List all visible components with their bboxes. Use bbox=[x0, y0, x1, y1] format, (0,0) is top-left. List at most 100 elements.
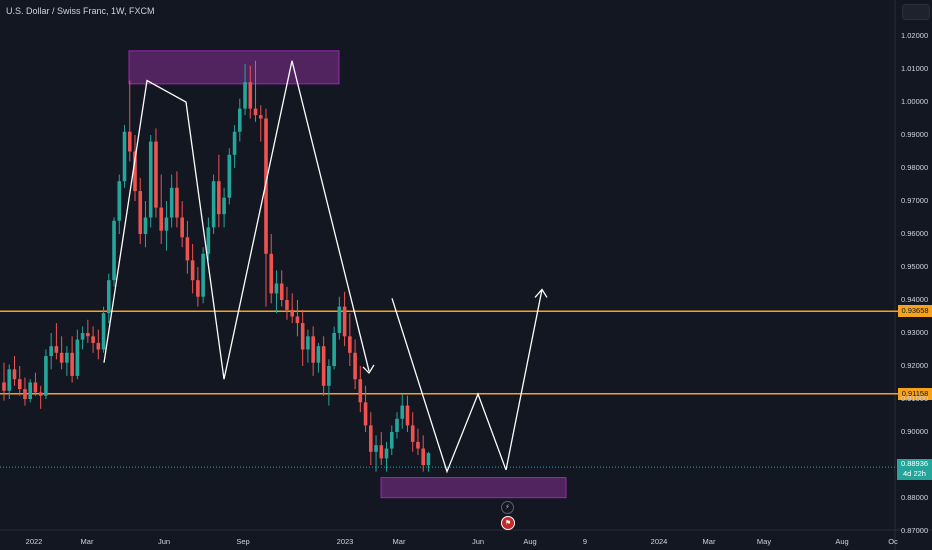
candle-body bbox=[112, 220, 116, 281]
zone-rect bbox=[128, 50, 340, 85]
countdown-timer: 4d 22h bbox=[903, 469, 926, 478]
candle-body bbox=[154, 141, 158, 208]
projection-arrowhead bbox=[534, 288, 548, 298]
candle-body bbox=[17, 379, 22, 390]
candle-body bbox=[222, 197, 226, 215]
candle-body bbox=[342, 306, 347, 337]
candle-body bbox=[117, 181, 122, 221]
candle-body bbox=[12, 369, 17, 380]
candle-body bbox=[143, 217, 148, 234]
candle-body bbox=[353, 352, 357, 380]
flag-icon[interactable]: ⚑ bbox=[501, 516, 515, 530]
candle-body bbox=[44, 356, 48, 396]
candle-body bbox=[91, 336, 95, 343]
candle-body bbox=[164, 217, 169, 231]
candle-body bbox=[54, 346, 59, 353]
price-tick-label: 0.88000 bbox=[901, 493, 929, 502]
candle-body bbox=[258, 115, 263, 119]
candle-body bbox=[253, 108, 258, 116]
candle-body bbox=[138, 191, 143, 234]
candle-body bbox=[148, 141, 153, 218]
price-tick-label: 0.97000 bbox=[901, 196, 929, 205]
last-price-label: 0.88936 4d 22h bbox=[897, 459, 932, 480]
price-tick-label: 0.95000 bbox=[901, 262, 929, 271]
price-tick-label: 0.96000 bbox=[901, 229, 929, 238]
price-tick-label: 0.94000 bbox=[901, 295, 929, 304]
lightning-icon[interactable]: ⚡ bbox=[501, 501, 514, 514]
price-tick-label: 0.93000 bbox=[901, 328, 929, 337]
time-tick-label: Oc bbox=[888, 537, 898, 546]
candle-body bbox=[395, 418, 399, 432]
symbol-title[interactable]: U.S. Dollar / Swiss Franc, 1W, FXCM bbox=[6, 6, 155, 16]
candle-body bbox=[127, 131, 132, 152]
candle-body bbox=[300, 323, 305, 350]
candle-body bbox=[180, 217, 184, 238]
candle-body bbox=[426, 453, 431, 465]
pattern-arrowhead bbox=[362, 364, 375, 374]
candle-body bbox=[410, 425, 415, 442]
candle-body bbox=[107, 280, 111, 314]
candle-body bbox=[295, 316, 300, 324]
price-tick-label: 1.01000 bbox=[901, 64, 929, 73]
candle-body bbox=[101, 313, 106, 350]
candle-body bbox=[248, 82, 253, 109]
time-tick-label: Sep bbox=[236, 537, 250, 546]
price-tick-label: 0.99000 bbox=[901, 130, 929, 139]
time-tick-label: Aug bbox=[523, 537, 537, 546]
price-tick-label: 1.00000 bbox=[901, 97, 929, 106]
candle-body bbox=[49, 346, 53, 357]
candle-body bbox=[274, 283, 279, 294]
candle-body bbox=[7, 369, 12, 391]
candle-body bbox=[159, 207, 163, 231]
candle-body bbox=[96, 342, 101, 350]
candle-body bbox=[337, 306, 342, 333]
candle-body bbox=[2, 382, 6, 391]
plot-area bbox=[0, 0, 895, 530]
candle-body bbox=[405, 405, 410, 426]
price-tick-label: 0.87000 bbox=[901, 526, 929, 535]
candle-body bbox=[201, 253, 205, 297]
time-tick-label: 9 bbox=[582, 537, 588, 546]
pattern-line-left bbox=[103, 60, 370, 380]
candle-body bbox=[80, 333, 85, 340]
candle-body bbox=[358, 379, 363, 403]
candle-body bbox=[211, 181, 216, 228]
level-label: 0.93658 bbox=[898, 305, 932, 318]
time-tick-label: Mar bbox=[80, 537, 94, 546]
candle-body bbox=[190, 260, 195, 281]
candle-body bbox=[122, 131, 127, 182]
candle-body bbox=[327, 366, 331, 386]
candle-body bbox=[206, 227, 211, 254]
candle-body bbox=[28, 382, 32, 399]
candle-body bbox=[59, 352, 64, 363]
candle-body bbox=[196, 280, 200, 297]
candle-body bbox=[416, 441, 420, 449]
candle-body bbox=[133, 151, 137, 192]
candle-body bbox=[332, 333, 336, 366]
candle-body bbox=[264, 118, 268, 254]
candle-body bbox=[217, 181, 221, 215]
candle-body bbox=[285, 300, 289, 310]
projection-arrow bbox=[505, 289, 543, 471]
pattern-line-right bbox=[391, 298, 507, 474]
scale-menu-button[interactable] bbox=[902, 4, 930, 20]
candle-body bbox=[369, 425, 373, 452]
candle-body bbox=[348, 336, 352, 353]
candle-body bbox=[33, 382, 38, 393]
candle-body bbox=[238, 108, 242, 132]
candle-body bbox=[23, 389, 27, 399]
price-tick-label: 0.98000 bbox=[901, 163, 929, 172]
time-tick-label: Mar bbox=[702, 537, 716, 546]
candle-body bbox=[75, 339, 80, 376]
candle-body bbox=[65, 352, 69, 363]
candle-body bbox=[38, 392, 43, 396]
candle-body bbox=[311, 336, 315, 363]
candle-body bbox=[243, 82, 247, 109]
time-tick-label: 2022 bbox=[25, 537, 43, 546]
candle-body bbox=[232, 131, 237, 155]
candle-body bbox=[269, 253, 274, 294]
candle-body bbox=[290, 309, 294, 317]
candle-body bbox=[400, 405, 405, 419]
candle-body bbox=[169, 187, 174, 218]
